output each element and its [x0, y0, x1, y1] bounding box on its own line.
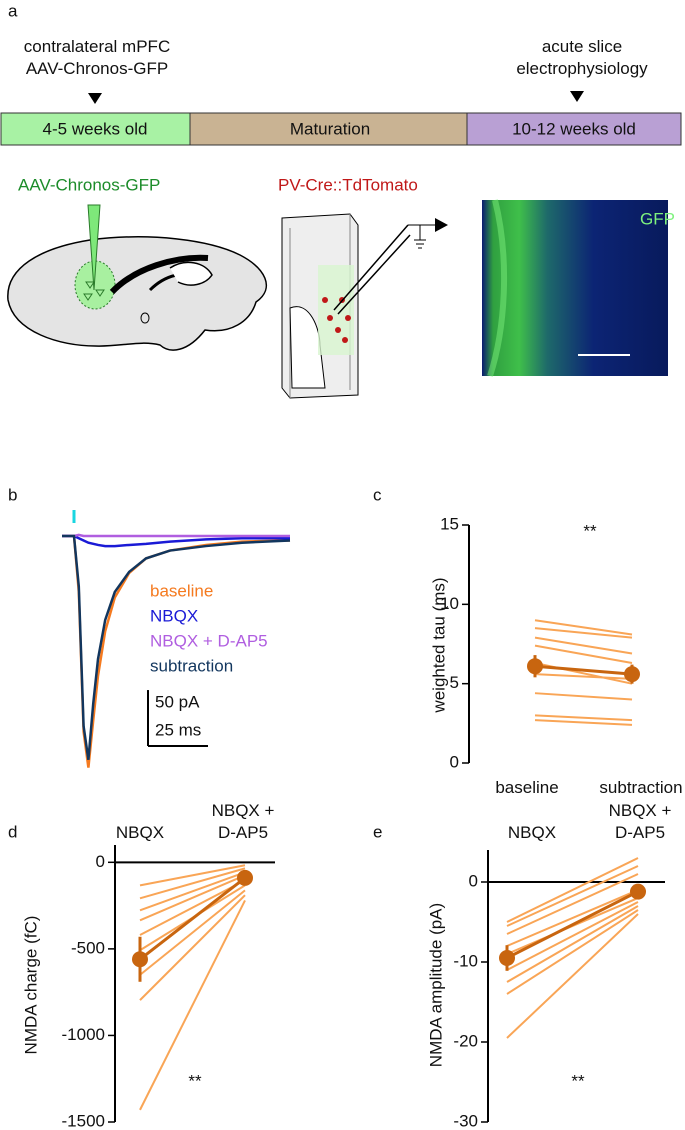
subject-line	[139, 899, 246, 1111]
subject-line	[506, 889, 639, 947]
y-axis-label: NMDA amplitude (pA)	[426, 903, 445, 1067]
image-label: GFP	[640, 209, 675, 228]
category-label: subtraction	[599, 778, 683, 797]
y-tick-label: 10	[440, 594, 459, 613]
mean-dot	[624, 666, 640, 683]
subject-line	[139, 874, 246, 922]
scale-label: 50 pA	[155, 693, 200, 712]
timeline-stage	[466, 112, 682, 146]
legend-entry: baseline	[150, 581, 213, 600]
mean-line	[139, 876, 246, 961]
panel-label: c	[373, 485, 382, 504]
subject-line	[139, 894, 246, 1001]
y-tick-label: -20	[453, 1031, 478, 1050]
trace	[62, 534, 290, 548]
mean-dot	[630, 883, 646, 900]
y-axis-label: NMDA charge (fC)	[21, 916, 40, 1055]
y-tick-label: -10	[453, 951, 478, 970]
slice-drawing	[281, 213, 448, 399]
significance: **	[571, 1071, 585, 1090]
y-tick-label: 0	[469, 871, 478, 890]
subject-line	[534, 627, 633, 639]
timeline-stage	[189, 112, 468, 146]
subject-line	[139, 889, 246, 976]
subject-line	[506, 865, 639, 927]
mean-dot	[527, 658, 543, 675]
legend-entry: subtraction	[150, 656, 233, 675]
legend-entry: NBQX	[150, 606, 198, 625]
marker-triangle	[88, 93, 102, 104]
category-label: NBQX	[507, 823, 557, 842]
subject-line	[534, 673, 633, 680]
subject-line	[506, 913, 639, 1039]
category-label: baseline	[495, 778, 559, 797]
panel-label: e	[373, 822, 382, 841]
category-label: NBQX + D-AP5	[608, 801, 672, 842]
subject-line	[506, 909, 639, 995]
panel-label: b	[8, 485, 17, 504]
y-tick-label: -1000	[62, 1025, 105, 1044]
brain-drawing	[7, 204, 268, 351]
y-tick-label: -30	[453, 1111, 478, 1130]
subject-line	[534, 719, 633, 726]
stage-label: Maturation	[290, 119, 370, 138]
subject-line	[534, 714, 633, 722]
mouse-label: PV-Cre::TdTomato	[278, 175, 418, 194]
subject-line	[139, 879, 246, 936]
y-tick-label: -500	[71, 938, 105, 957]
mean-line	[506, 890, 639, 960]
stage-label: 4-5 weeks old	[43, 119, 148, 138]
subject-line	[534, 692, 633, 701]
subject-line	[506, 857, 639, 923]
legend-entry: NBQX + D-AP5	[150, 631, 268, 650]
subject-line	[506, 905, 639, 983]
subject-line	[139, 864, 246, 887]
subject-line	[139, 871, 246, 912]
subject-line	[534, 619, 633, 636]
y-tick-label: 0	[450, 752, 459, 771]
panel-label: d	[8, 822, 17, 841]
y-axis-label: weighted tau (ms)	[429, 577, 448, 713]
category-label: NBQX	[115, 823, 165, 842]
trace	[62, 534, 291, 760]
subject-line	[534, 636, 633, 655]
category-label: NBQX + D-AP5	[211, 801, 275, 842]
micrograph	[482, 199, 668, 377]
mean-dot	[237, 869, 253, 886]
subject-line	[534, 644, 633, 665]
marker-triangle	[570, 91, 584, 102]
recording-label: acute slice electrophysiology	[516, 37, 648, 78]
mean-dot	[499, 950, 515, 966]
timeline-stage	[0, 112, 191, 146]
y-tick-label: 0	[96, 852, 105, 871]
virus-label: AAV-Chronos-GFP	[18, 175, 160, 194]
subject-line	[139, 867, 246, 900]
mean-line	[534, 664, 633, 676]
significance: **	[583, 521, 597, 540]
trace	[62, 533, 290, 538]
panel-label: a	[8, 1, 18, 20]
mean-dot	[132, 951, 148, 968]
y-tick-label: 15	[440, 514, 459, 533]
stage-label: 10-12 weeks old	[512, 119, 636, 138]
significance: **	[188, 1071, 202, 1090]
y-tick-label: 5	[450, 673, 459, 692]
y-tick-label: -1500	[62, 1111, 105, 1130]
scale-label: 25 ms	[155, 721, 201, 740]
injection-label: contralateral mPFC AAV-Chronos-GFP	[23, 37, 171, 78]
subject-line	[506, 901, 639, 971]
subject-line	[506, 873, 639, 935]
